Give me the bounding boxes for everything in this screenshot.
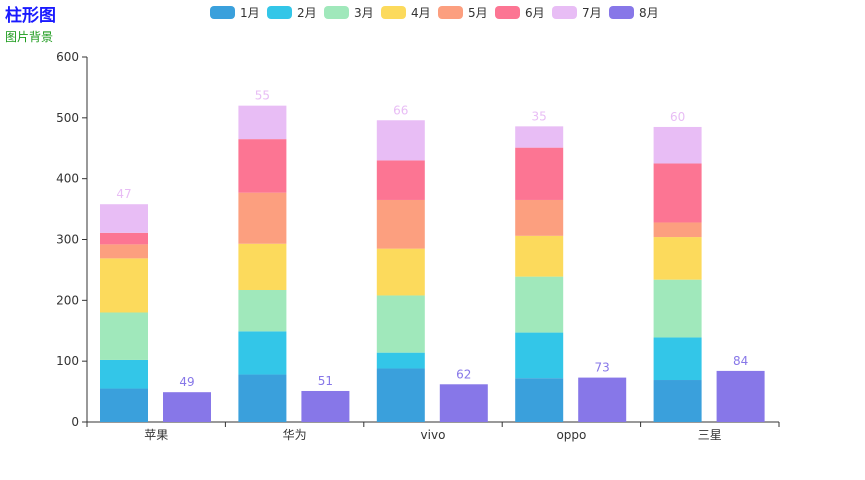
bar-5月	[376, 199, 425, 249]
bar-7月	[376, 120, 425, 161]
bar-8月	[163, 392, 211, 422]
bar-4月	[376, 248, 425, 296]
bar-1月	[515, 378, 564, 422]
bar-6月	[376, 160, 425, 200]
bar-8月	[301, 390, 350, 422]
legend-label: 6月	[525, 6, 545, 20]
legend-swatch	[381, 6, 406, 19]
x-tick-label: 华为	[283, 428, 307, 442]
bar-6月	[653, 163, 702, 223]
bar-1月	[653, 380, 702, 422]
data-label: 73	[595, 361, 610, 375]
bar-4月	[515, 235, 564, 277]
bar-2月	[238, 331, 287, 375]
bar-5月	[100, 244, 148, 259]
bar-7月	[100, 204, 148, 233]
bar-8月	[439, 384, 488, 422]
bar-5月	[653, 222, 702, 238]
bar-5月	[238, 192, 287, 244]
legend-label: 8月	[639, 6, 659, 20]
data-label: 55	[255, 89, 270, 103]
bar-6月	[238, 139, 287, 193]
legend-swatch	[438, 6, 463, 19]
x-tick-label: oppo	[556, 428, 586, 442]
bar-4月	[238, 243, 287, 290]
legend-label: 1月	[240, 6, 260, 20]
y-tick-label: 600	[56, 50, 79, 64]
y-tick-label: 0	[71, 415, 79, 429]
legend-label: 5月	[468, 6, 488, 20]
legend-swatch	[609, 6, 634, 19]
legend-swatch	[210, 6, 235, 19]
legend-label: 2月	[297, 6, 317, 20]
data-label: 60	[670, 110, 685, 124]
data-label: 35	[532, 109, 547, 123]
bar-4月	[100, 258, 148, 313]
bar-3月	[238, 289, 287, 332]
data-label: 66	[393, 103, 408, 117]
bar-7月	[653, 126, 702, 164]
data-label: 47	[116, 187, 131, 201]
legend-swatch	[324, 6, 349, 19]
bar-2月	[100, 359, 148, 389]
bar-5月	[515, 199, 564, 236]
bar-6月	[515, 147, 564, 200]
bar-2月	[515, 332, 564, 379]
chart-subtitle: 图片背景	[5, 30, 54, 44]
bar-1月	[376, 368, 425, 422]
bar-7月	[238, 105, 287, 140]
x-tick-label: 苹果	[144, 428, 168, 442]
data-label: 84	[733, 354, 748, 368]
legend-swatch	[495, 6, 520, 19]
bar-3月	[100, 312, 148, 360]
y-tick-label: 100	[56, 354, 79, 368]
bar-2月	[376, 352, 425, 369]
legend-swatch	[267, 6, 292, 19]
y-tick-label: 200	[56, 293, 79, 307]
bar-7月	[515, 126, 564, 148]
bar-8月	[578, 377, 627, 422]
legend-label: 3月	[354, 6, 374, 20]
chart-title: 柱形图	[5, 6, 56, 26]
y-tick-label: 400	[56, 172, 79, 186]
bar-2月	[653, 337, 702, 381]
bar-3月	[515, 276, 564, 333]
data-label: 49	[179, 375, 194, 389]
y-tick-label: 300	[56, 233, 79, 247]
bar-8月	[716, 370, 765, 422]
bar-4月	[653, 237, 702, 280]
y-tick-label: 500	[56, 111, 79, 125]
legend-label: 4月	[411, 6, 431, 20]
bar-1月	[100, 388, 148, 422]
bar-1月	[238, 374, 287, 422]
x-tick-label: vivo	[421, 428, 446, 442]
data-label: 51	[318, 374, 333, 388]
x-tick-label: 三星	[698, 428, 722, 442]
bar-6月	[100, 232, 148, 245]
bar-3月	[376, 295, 425, 353]
legend-swatch	[552, 6, 577, 19]
bar-3月	[653, 279, 702, 338]
data-label: 62	[456, 367, 471, 381]
legend-label: 7月	[582, 6, 602, 20]
